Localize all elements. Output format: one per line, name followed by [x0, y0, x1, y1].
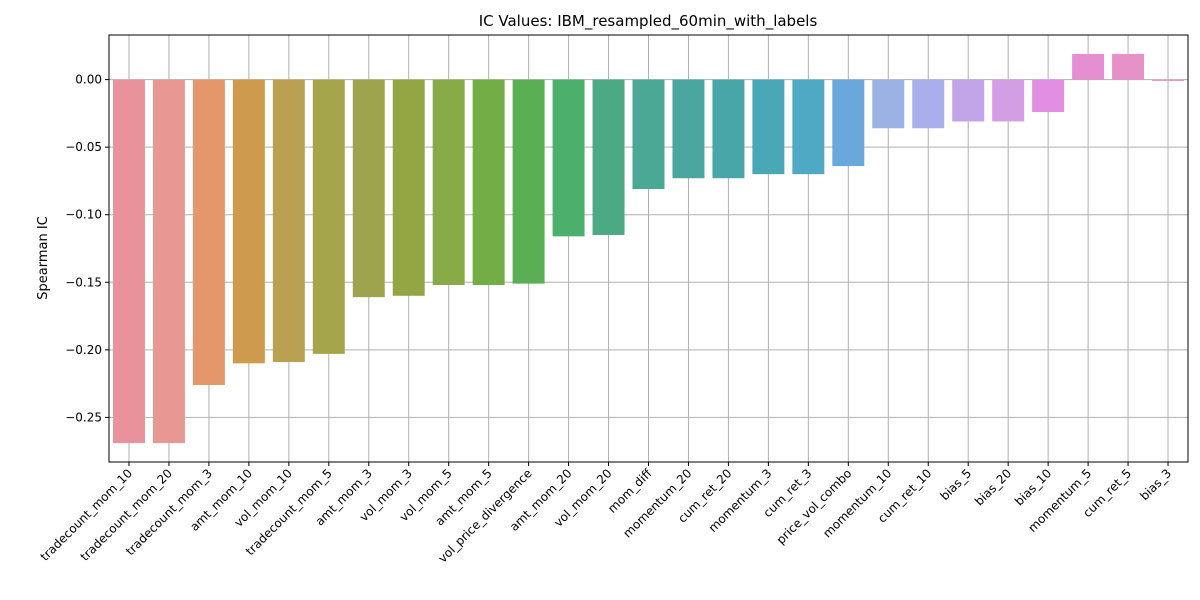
- y-tick-label: −0.25: [65, 410, 102, 424]
- bar-cum-ret-5: [1112, 53, 1145, 80]
- bar-amt-mom-10: [232, 79, 265, 364]
- bar-vol-mom-10: [272, 79, 305, 363]
- bar-momentum-10: [872, 79, 905, 129]
- bars-layer: [112, 53, 1185, 444]
- x-tick-label: bias_3: [1137, 466, 1174, 503]
- bar-cum-ret-3: [792, 79, 825, 175]
- bar-momentum-20: [672, 79, 705, 179]
- x-tick-label: price_vol_combo: [774, 466, 855, 547]
- x-tick-label: momentum_20: [620, 466, 694, 540]
- bar-cum-ret-20: [712, 79, 745, 179]
- bar-bias-20: [992, 79, 1025, 122]
- bar-price-vol-combo: [832, 79, 865, 167]
- bar-amt-mom-5: [472, 79, 505, 285]
- bar-cum-ret-10: [912, 79, 945, 129]
- bar-vol-mom-20: [592, 79, 625, 235]
- bar-momentum-5: [1072, 53, 1105, 80]
- y-axis-label: Spearman IC: [36, 216, 51, 300]
- bar-bias-5: [952, 79, 985, 122]
- y-tick-label: −0.15: [65, 275, 102, 289]
- x-tick-label: bias_20: [972, 466, 1014, 508]
- bar-vol-price-divergence: [512, 79, 545, 284]
- bar-tradecount-mom-20: [152, 79, 185, 444]
- y-tick-label: −0.10: [65, 208, 102, 222]
- bar-bias-10: [1032, 79, 1065, 113]
- plot-frame: [108, 34, 1189, 463]
- bar-tradecount-mom-10: [112, 79, 145, 444]
- y-tick-label: −0.05: [65, 140, 102, 154]
- bar-mom-diff: [632, 79, 665, 190]
- y-tick-label: 0.00: [75, 73, 102, 87]
- x-tick-label: bias_5: [937, 466, 974, 503]
- y-tick-label: −0.20: [65, 343, 102, 357]
- bar-amt-mom-20: [552, 79, 585, 237]
- bar-amt-mom-3: [352, 79, 385, 298]
- bar-bias-3: [1152, 79, 1185, 81]
- x-tick-label: momentum_10: [820, 466, 894, 540]
- bar-tradecount-mom-3: [192, 79, 225, 385]
- bar-momentum-3: [752, 79, 785, 175]
- chart-title: IC Values: IBM_resampled_60min_with_labe…: [479, 12, 818, 31]
- bar-tradecount-mom-5: [312, 79, 345, 354]
- bar-vol-mom-5: [432, 79, 465, 285]
- bar-vol-mom-3: [392, 79, 425, 296]
